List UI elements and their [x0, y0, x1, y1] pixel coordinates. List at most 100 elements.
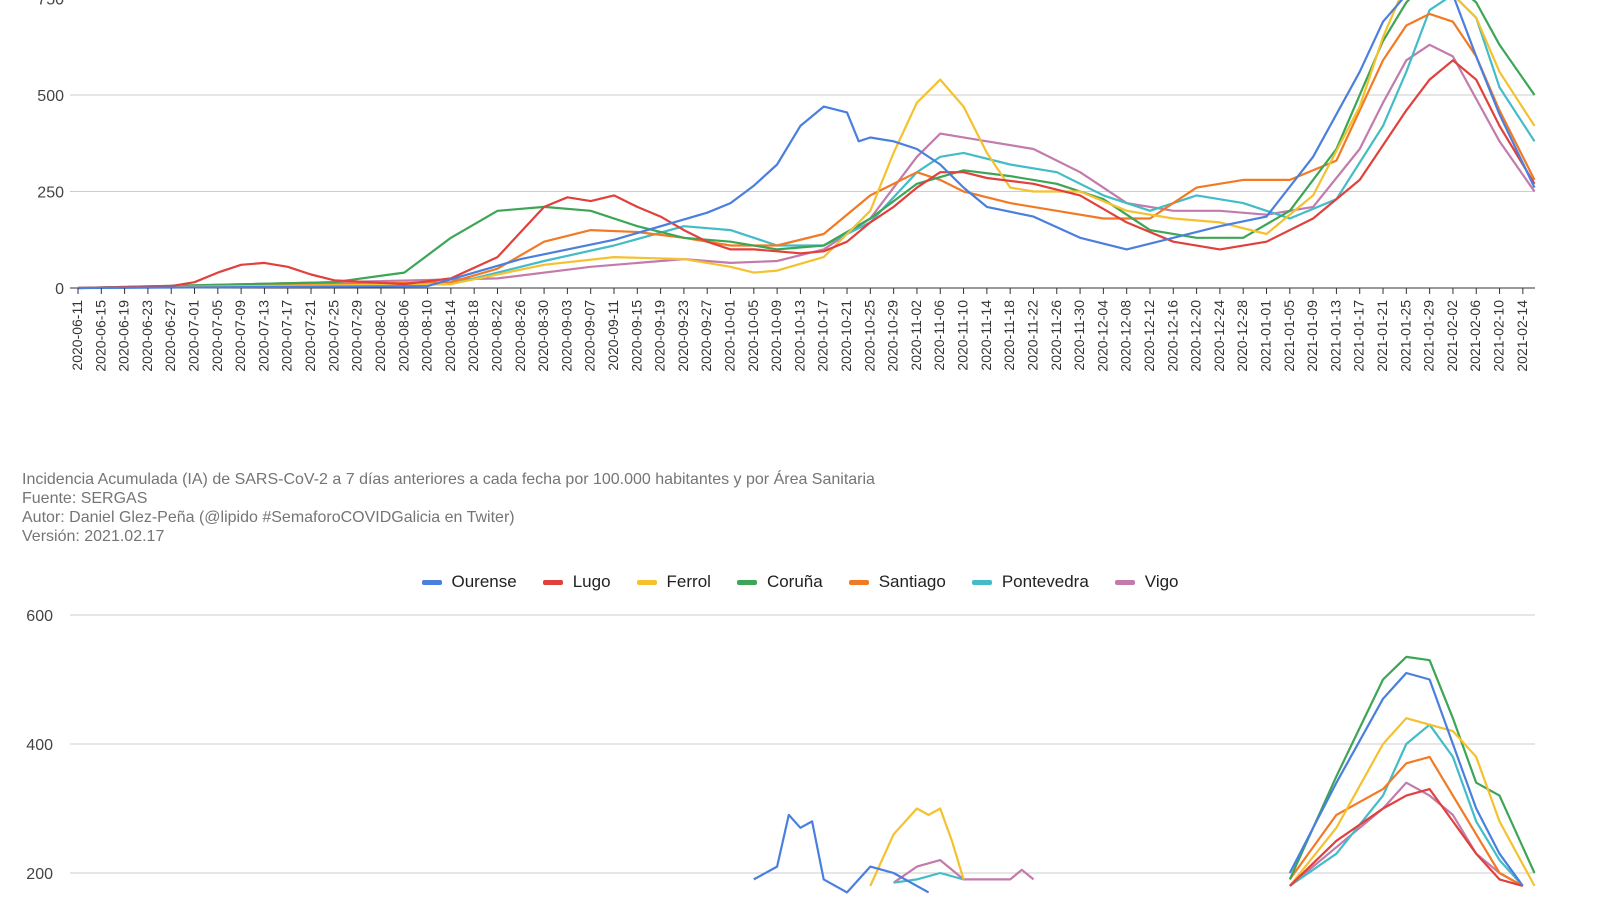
series-line-ferrol — [869, 807, 965, 887]
x-tick-label: 2020-07-17 — [279, 300, 295, 372]
x-tick-label: 2021-02-14 — [1514, 300, 1530, 372]
series-line-vigo — [1289, 781, 1524, 887]
series-line-santiago — [77, 12, 1536, 290]
x-tick-label: 2020-12-12 — [1141, 300, 1157, 372]
x-tick-label: 2021-01-17 — [1351, 300, 1367, 372]
legend-item-lugo[interactable]: Lugo — [542, 572, 611, 592]
series-line-coruña — [1288, 655, 1536, 880]
y-tick-label: 250 — [37, 185, 64, 202]
x-tick-label: 2020-07-05 — [209, 300, 225, 372]
x-tick-label: 2020-06-19 — [116, 300, 132, 372]
x-tick-label: 2021-01-13 — [1327, 300, 1343, 372]
legend-item-ourense[interactable]: Ourense — [421, 572, 517, 592]
x-tick-label: 2020-07-25 — [325, 300, 341, 372]
x-tick-label: 2020-11-30 — [1071, 300, 1087, 371]
series-line-ourense — [1288, 671, 1524, 887]
y-tick-label: 200 — [26, 866, 53, 883]
legend-swatch — [1114, 579, 1135, 585]
chart-legend: Ourense Lugo Ferrol Coruña Santiago Pontevedr… — [0, 572, 1600, 592]
x-tick-label: 2020-11-18 — [1001, 300, 1017, 371]
x-tick-label: 2020-10-01 — [722, 300, 738, 372]
x-tick-label: 2021-01-09 — [1304, 300, 1320, 372]
x-tick-label: 2021-01-01 — [1258, 300, 1274, 372]
series-line-vigo — [892, 859, 1035, 884]
series-line-ourense — [753, 813, 930, 894]
x-tick-label: 2020-06-15 — [92, 300, 108, 372]
x-tick-label: 2020-11-14 — [978, 300, 994, 371]
x-tick-label: 2021-02-10 — [1491, 300, 1507, 372]
x-tick-label: 2020-12-04 — [1094, 300, 1110, 372]
x-tick-label: 2020-06-23 — [139, 300, 155, 372]
x-tick-label: 2020-10-25 — [861, 300, 877, 372]
x-tick-label: 2020-09-11 — [605, 300, 621, 371]
x-tick-label: 2020-08-10 — [419, 300, 435, 372]
x-tick-label: 2020-09-27 — [698, 300, 714, 372]
x-tick-label: 2021-01-29 — [1421, 300, 1437, 372]
series-line-lugo — [77, 59, 1536, 290]
chart-caption: Incidencia Acumulada (IA) de SARS-CoV-2 … — [22, 470, 875, 546]
legend-swatch — [848, 579, 869, 585]
x-tick-label: 2020-10-13 — [791, 300, 807, 372]
legend-item-santiago[interactable]: Santiago — [848, 572, 946, 592]
x-tick-label: 2021-01-05 — [1281, 300, 1297, 372]
x-tick-label: 2020-08-02 — [372, 300, 388, 372]
caption-line-3: Autor: Daniel Glez-Peña (@lipido #Semafo… — [22, 509, 515, 526]
legend-swatch — [421, 579, 442, 585]
x-tick-label: 2020-09-15 — [628, 300, 644, 372]
x-tick-label: 2020-11-06 — [931, 300, 947, 371]
legend-item-vigo[interactable]: Vigo — [1114, 572, 1179, 592]
legend-item-pontevedra[interactable]: Pontevedra — [971, 572, 1089, 592]
legend-label: Vigo — [1144, 572, 1179, 591]
caption-line-2: Fuente: SERGAS — [22, 490, 148, 507]
x-tick-label: 2020-10-21 — [838, 300, 854, 372]
x-tick-label: 2020-07-01 — [186, 300, 202, 372]
y-tick-label: 400 — [26, 737, 53, 754]
y-tick-label-partial: 750 — [37, 0, 64, 9]
legend-swatch — [736, 579, 757, 585]
chart-top: 0 250 500 750 2020-06-11 2020-06-15 2020-06-19… — [37, 0, 1536, 372]
y-tick-label: 600 — [26, 608, 53, 625]
x-tick-label: 2021-02-02 — [1444, 300, 1460, 372]
x-tick-label: 2021-01-25 — [1397, 300, 1413, 372]
series-line-pontevedra — [77, 0, 1536, 290]
x-tick-label: 2020-08-06 — [395, 300, 411, 372]
x-tick-label: 2020-10-17 — [815, 300, 831, 372]
chart-bottom: 200 400 600 — [26, 608, 1536, 894]
legend-label: Ferrol — [666, 572, 711, 591]
series-line-ourense — [77, 0, 1536, 290]
x-tick-label: 2020-08-26 — [512, 300, 528, 372]
x-tick-label: 2020-07-29 — [349, 300, 365, 372]
x-tick-label: 2020-10-09 — [768, 300, 784, 372]
caption-line-4: Versión: 2021.02.17 — [22, 528, 165, 545]
series-line-santiago — [1288, 755, 1524, 887]
legend-swatch — [542, 579, 563, 585]
series-line-ferrol — [77, 0, 1536, 290]
legend-item-ferrol[interactable]: Ferrol — [636, 572, 711, 592]
y-tick-label: 500 — [37, 88, 64, 105]
legend-item-coruña[interactable]: Coruña — [736, 572, 823, 592]
x-tick-label: 2020-07-21 — [302, 300, 318, 372]
x-tick-label: 2020-11-22 — [1024, 300, 1040, 371]
x-tick-label: 2020-08-18 — [465, 300, 481, 372]
x-tick-label: 2020-11-02 — [908, 300, 924, 371]
x-tick-label: 2020-10-29 — [885, 300, 901, 372]
x-tick-label: 2020-07-09 — [232, 300, 248, 372]
x-tick-label: 2020-08-22 — [488, 300, 504, 372]
x-tick-label: 2020-08-30 — [535, 300, 551, 372]
x-tick-label: 2020-12-24 — [1211, 300, 1227, 372]
legend-label: Lugo — [572, 572, 611, 591]
legend-swatch — [971, 579, 992, 585]
x-tick-label: 2020-12-16 — [1164, 300, 1180, 372]
legend-swatch — [636, 579, 657, 585]
x-tick-label: 2021-02-06 — [1467, 300, 1483, 372]
series-line-ferrol — [1288, 717, 1536, 887]
x-tick-label: 2020-09-07 — [582, 300, 598, 372]
x-tick-label: 2020-06-27 — [162, 300, 178, 372]
x-tick-label: 2020-12-28 — [1234, 300, 1250, 372]
x-tick-label: 2021-01-21 — [1374, 300, 1390, 372]
x-tick-label: 2020-08-14 — [442, 300, 458, 372]
series-line-coruña — [77, 0, 1536, 290]
legend-label: Pontevedra — [1001, 572, 1089, 591]
x-tick-label: 2020-10-05 — [745, 300, 761, 372]
